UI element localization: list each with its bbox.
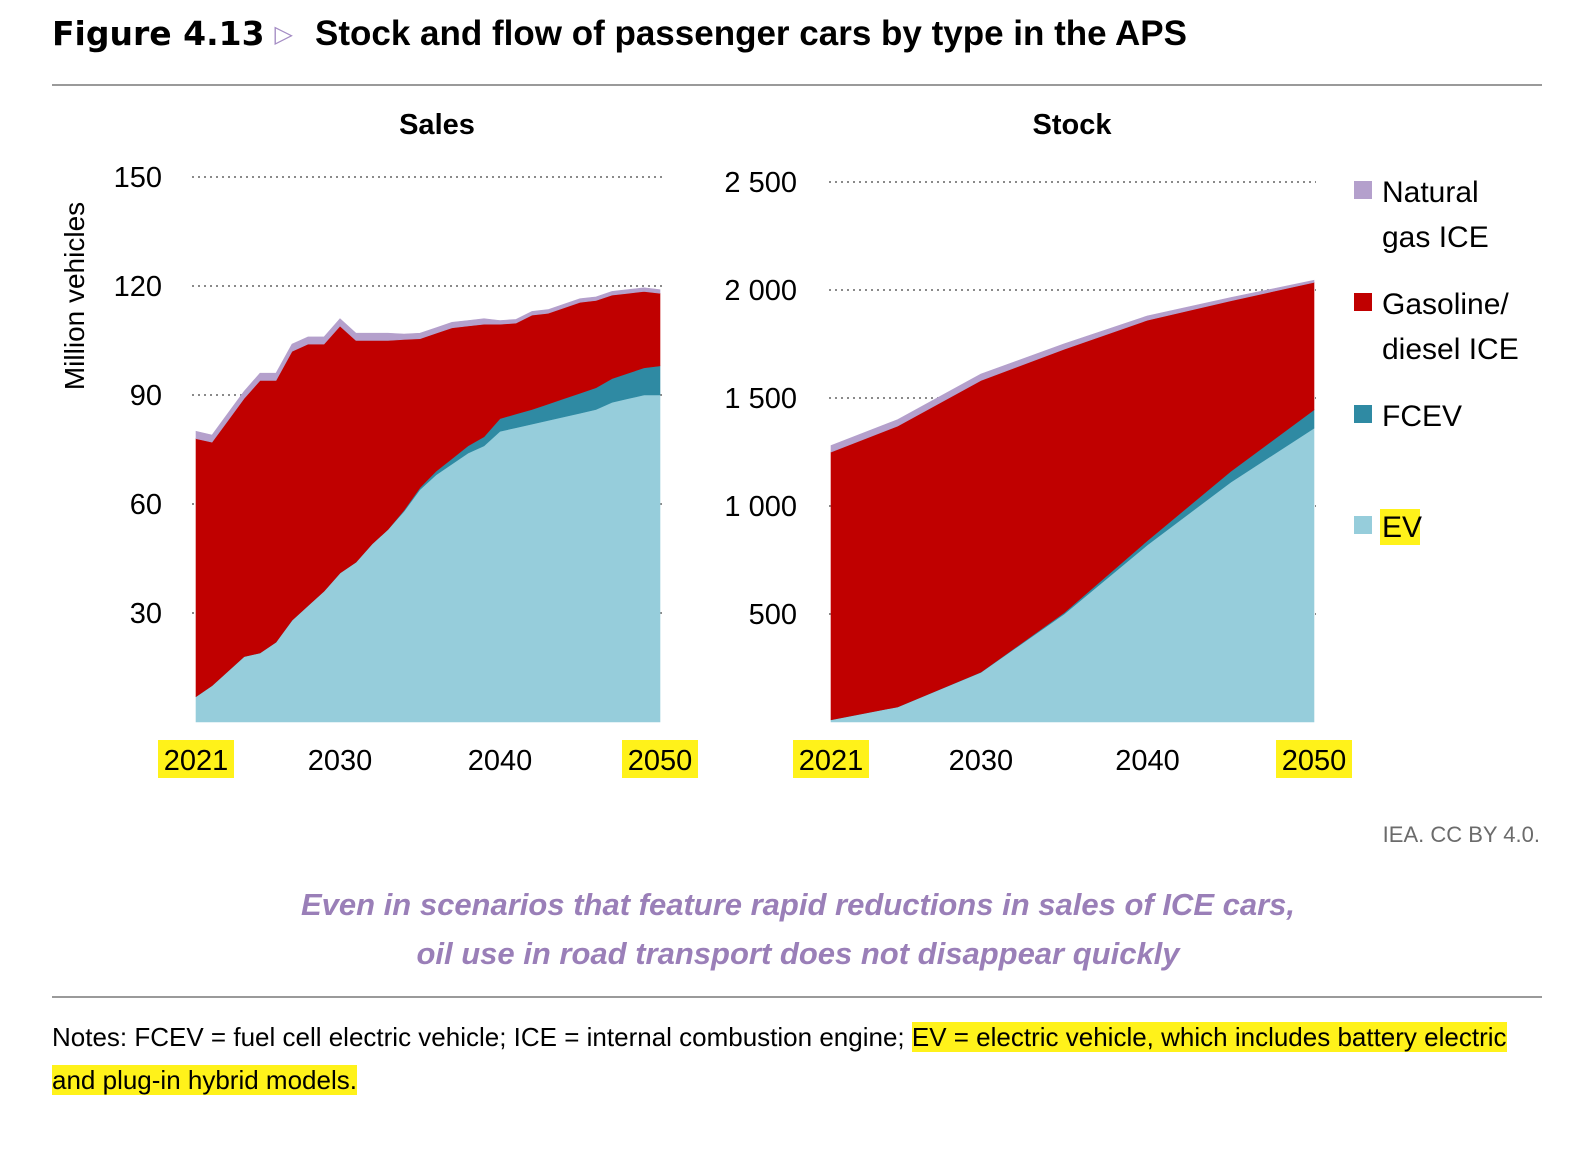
legend-label-gasoline-diesel-ice: Gasoline/diesel ICE — [1382, 288, 1519, 366]
x-tick-label-stock: 2030 — [949, 745, 1014, 777]
y-tick-label-stock: 2 000 — [724, 275, 797, 307]
y-tick-label-stock: 2 500 — [724, 167, 797, 199]
legend-swatch-gasoline-diesel-ice — [1354, 293, 1372, 311]
legend-label-fcev: FCEV — [1382, 400, 1462, 433]
x-tick-highlight-stock — [793, 740, 869, 778]
x-tick-label-sales: 2040 — [468, 745, 533, 777]
legend-swatch-fcev — [1354, 405, 1372, 423]
legend-swatch-ev — [1354, 516, 1372, 534]
chart-title-sales: Sales — [399, 109, 475, 141]
legend-swatch-natural-gas-ice — [1354, 181, 1372, 199]
x-tick-highlight-sales — [622, 740, 698, 778]
y-tick-label-sales: 90 — [130, 380, 162, 412]
x-tick-label-stock: 2021 — [799, 745, 864, 777]
notes-divider — [52, 996, 1542, 998]
y-tick-label-sales: 150 — [114, 162, 162, 194]
takeaway-line-1: Even in scenarios that feature rapid red… — [300, 887, 1296, 922]
chart-stock: Stock 500 1 000 1 500 2 000 2 500 2021 2030 2040… — [724, 109, 1352, 778]
legend: Natural gas ICE Gasoline/diesel ICE FCEV EV — [1354, 176, 1519, 545]
y-tick-label-stock: 500 — [749, 599, 797, 631]
x-tick-label-sales: 2021 — [164, 745, 229, 777]
legend-label-natural-gas-ice: Natural gas ICE — [1382, 176, 1489, 254]
x-tick-label-sales: 2050 — [628, 745, 693, 777]
figure-number: Figure 4.13 — [52, 14, 265, 53]
x-tick-label-stock: 2050 — [1282, 745, 1347, 777]
y-tick-label-stock: 1 500 — [724, 383, 797, 415]
y-tick-label-sales: 60 — [130, 489, 162, 521]
legend-label-ev: EV — [1382, 511, 1422, 544]
credit-text: IEA. CC BY 4.0. — [1382, 822, 1540, 847]
area-stock-natural-gas-ice — [830, 279, 1315, 453]
y-tick-label-stock: 1 000 — [724, 491, 797, 523]
area-sales-natural-gas-ice — [195, 287, 661, 443]
play-triangle-icon: ▷ — [274, 21, 294, 48]
x-tick-label-stock: 2040 — [1115, 745, 1180, 777]
notes-text: Notes: FCEV = fuel cell electric vehicle… — [52, 1016, 1547, 1102]
y-tick-label-sales: 30 — [130, 598, 162, 630]
chart-title-stock: Stock — [1033, 109, 1113, 141]
x-tick-highlight-sales — [158, 740, 234, 778]
y-tick-label-sales: 120 — [114, 271, 162, 303]
notes-plain: Notes: FCEV = fuel cell electric vehicle… — [52, 1022, 912, 1052]
x-tick-highlight-stock — [1276, 740, 1352, 778]
figure-title-text: Stock and flow of passenger cars by type… — [315, 14, 1187, 53]
figure-title: Figure 4.13 ▷ Stock and flow of passenger … — [52, 14, 1542, 54]
takeaway-line-2: oil use in road transport does not disap… — [416, 936, 1180, 971]
legend-highlight-ev — [1380, 509, 1420, 545]
y-axis-label: Million vehicles — [59, 202, 90, 390]
title-divider — [52, 84, 1542, 86]
x-tick-label-sales: 2030 — [308, 745, 373, 777]
chart-area: Sales 30 60 90 120 150 2021 2030 2040 2050 Million… — [59, 109, 1519, 778]
chart-sales: Sales 30 60 90 120 150 2021 2030 2040 2050 Million… — [59, 109, 698, 778]
takeaway-text: Even in scenarios that feature rapid red… — [0, 880, 1596, 978]
